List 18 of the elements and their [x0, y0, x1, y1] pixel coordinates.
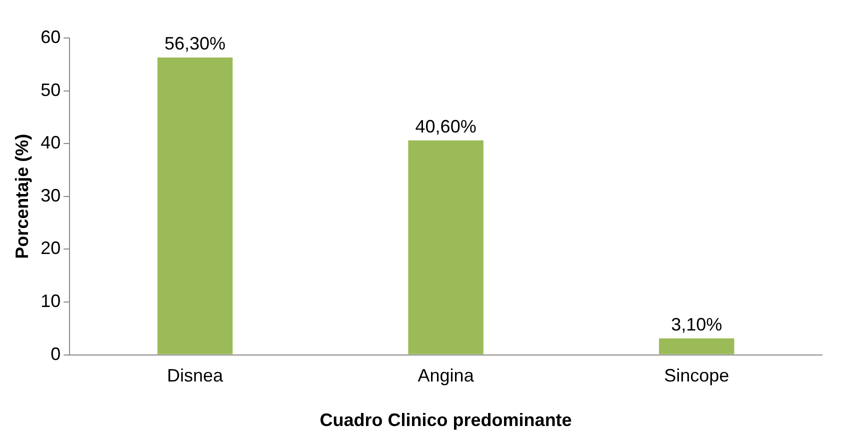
bar: [157, 58, 233, 354]
bar: [658, 338, 734, 354]
x-tick-label: Disnea: [167, 366, 224, 386]
x-tick-label: Sincope: [664, 366, 730, 386]
y-axis-title: Porcentaje (%): [12, 134, 32, 259]
bar: [408, 140, 484, 354]
y-tick-label: 30: [40, 185, 61, 206]
data-label: 3,10%: [671, 314, 722, 334]
y-tick-label: 60: [40, 26, 61, 47]
y-tick-label: 40: [40, 132, 61, 153]
data-label: 56,30%: [164, 34, 226, 54]
y-tick-label: 50: [40, 80, 61, 100]
y-tick-label: 0: [50, 344, 61, 364]
y-tick-label: 10: [40, 290, 61, 311]
x-axis-title: Cuadro Clinico predominante: [320, 410, 572, 430]
data-label: 40,60%: [415, 116, 476, 136]
x-tick-label: Angina: [418, 366, 475, 386]
y-tick-label: 20: [40, 238, 61, 258]
